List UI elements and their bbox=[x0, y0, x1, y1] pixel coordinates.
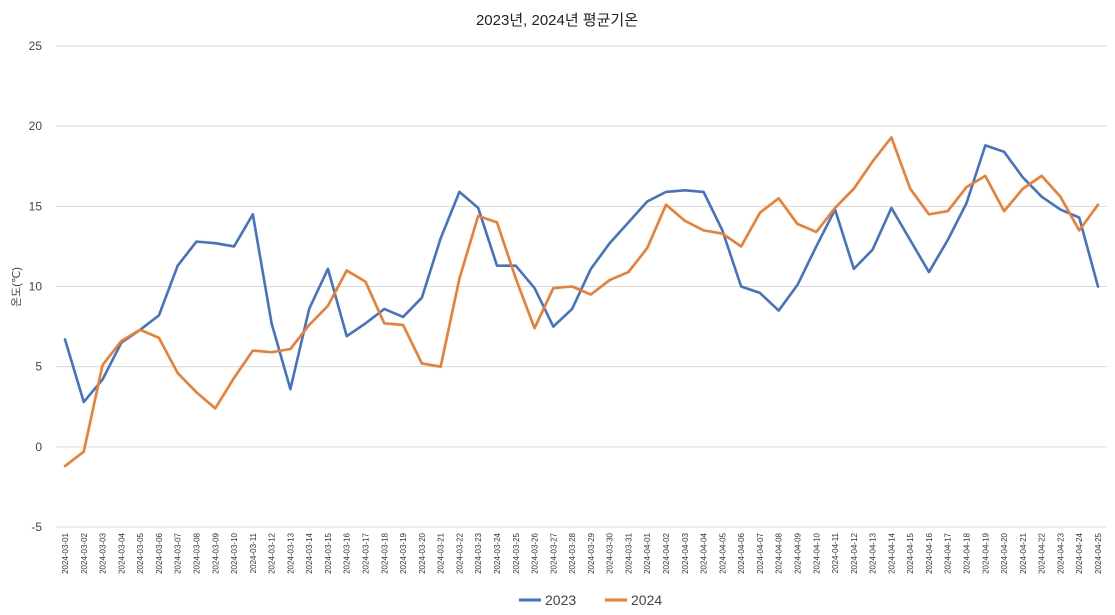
x-tick-label: 2024-03-31 bbox=[624, 532, 633, 573]
x-tick-label: 2024-03-08 bbox=[192, 532, 201, 573]
x-tick-label: 2024-03-12 bbox=[268, 532, 277, 573]
x-tick-label: 2024-03-09 bbox=[211, 532, 220, 573]
x-tick-label: 2024-04-24 bbox=[1075, 532, 1084, 573]
x-tick-label: 2024-03-27 bbox=[549, 532, 558, 573]
x-tick-label: 2024-03-16 bbox=[343, 532, 352, 573]
x-tick-label: 2024-04-21 bbox=[1019, 532, 1028, 573]
x-tick-label: 2024-04-09 bbox=[793, 532, 802, 573]
y-axis-label: 온도(℃) bbox=[10, 267, 23, 307]
legend-label-2024: 2024 bbox=[631, 592, 662, 608]
x-tick-label: 2024-04-22 bbox=[1038, 532, 1047, 573]
x-tick-label: 2024-04-12 bbox=[850, 532, 859, 573]
x-tick-label: 2024-03-02 bbox=[80, 532, 89, 573]
x-tick-label: 2024-04-03 bbox=[681, 532, 690, 573]
x-tick-label: 2024-03-01 bbox=[61, 532, 70, 573]
x-tick-label: 2024-04-05 bbox=[718, 532, 727, 573]
x-tick-label: 2024-03-07 bbox=[174, 532, 183, 573]
x-tick-label: 2024-04-19 bbox=[981, 532, 990, 573]
x-tick-label: 2024-03-05 bbox=[136, 532, 145, 573]
x-axis-ticks: 2024-03-01 2024-03-02 2024-03-03 2024-03-04… bbox=[61, 532, 1103, 573]
x-tick-label: 2024-03-18 bbox=[380, 532, 389, 573]
x-tick-label: 2024-03-14 bbox=[305, 532, 314, 573]
series-lines bbox=[63, 136, 1100, 468]
x-tick-label: 2024-04-13 bbox=[869, 532, 878, 573]
x-tick-label: 2024-03-24 bbox=[493, 532, 502, 573]
x-tick-label: 2024-04-08 bbox=[775, 532, 784, 573]
x-tick-label: 2024-03-23 bbox=[474, 532, 483, 573]
x-tick-label: 2024-03-10 bbox=[230, 532, 239, 573]
x-tick-label: 2024-04-20 bbox=[1000, 532, 1009, 573]
y-tick-label: -5 bbox=[31, 520, 42, 534]
x-tick-label: 2024-03-03 bbox=[99, 532, 108, 573]
x-tick-label: 2024-04-16 bbox=[925, 532, 934, 573]
x-tick-label: 2024-03-22 bbox=[455, 532, 464, 573]
x-tick-label: 2024-04-11 bbox=[831, 532, 840, 573]
x-tick-label: 2024-04-25 bbox=[1094, 532, 1103, 573]
y-tick-label: 0 bbox=[35, 440, 42, 454]
series-line-2024 bbox=[63, 136, 1100, 468]
series-line-2023 bbox=[63, 144, 1100, 404]
x-tick-label: 2024-04-07 bbox=[756, 532, 765, 573]
y-tick-label: 10 bbox=[29, 280, 43, 294]
x-tick-label: 2024-03-21 bbox=[437, 532, 446, 573]
x-tick-label: 2024-03-26 bbox=[531, 532, 540, 573]
x-tick-label: 2024-03-15 bbox=[324, 532, 333, 573]
x-tick-label: 2024-04-06 bbox=[737, 532, 746, 573]
y-tick-label: 5 bbox=[35, 360, 42, 374]
chart-title: 2023년, 2024년 평균기온 bbox=[476, 12, 638, 29]
x-tick-label: 2024-03-30 bbox=[606, 532, 615, 573]
x-tick-label: 2024-04-18 bbox=[963, 532, 972, 573]
x-tick-label: 2024-04-17 bbox=[944, 532, 953, 573]
x-tick-label: 2024-04-02 bbox=[662, 532, 671, 573]
y-tick-label: 20 bbox=[29, 119, 43, 133]
legend: 2023 2024 bbox=[519, 592, 662, 608]
x-tick-label: 2024-03-25 bbox=[512, 532, 521, 573]
legend-label-2023: 2023 bbox=[545, 592, 576, 608]
gridlines bbox=[56, 45, 1107, 528]
x-tick-label: 2024-03-17 bbox=[362, 532, 371, 573]
x-tick-label: 2024-03-06 bbox=[155, 532, 164, 573]
x-tick-label: 2024-03-04 bbox=[117, 532, 126, 573]
x-tick-label: 2024-04-01 bbox=[643, 532, 652, 573]
y-tick-label: 15 bbox=[29, 199, 43, 213]
y-axis-ticks: -5 0 5 10 15 20 25 bbox=[29, 39, 43, 534]
x-tick-label: 2024-03-11 bbox=[249, 532, 258, 573]
x-tick-label: 2024-03-19 bbox=[399, 532, 408, 573]
x-tick-label: 2024-04-04 bbox=[700, 532, 709, 573]
x-tick-label: 2024-03-28 bbox=[568, 532, 577, 573]
x-tick-label: 2024-04-14 bbox=[887, 532, 896, 573]
x-tick-label: 2024-04-15 bbox=[906, 532, 915, 573]
x-tick-label: 2024-03-29 bbox=[587, 532, 596, 573]
x-tick-label: 2024-03-20 bbox=[418, 532, 427, 573]
y-tick-label: 25 bbox=[29, 39, 43, 53]
x-tick-label: 2024-04-23 bbox=[1056, 532, 1065, 573]
x-tick-label: 2024-04-10 bbox=[812, 532, 821, 573]
x-tick-label: 2024-03-13 bbox=[286, 532, 295, 573]
